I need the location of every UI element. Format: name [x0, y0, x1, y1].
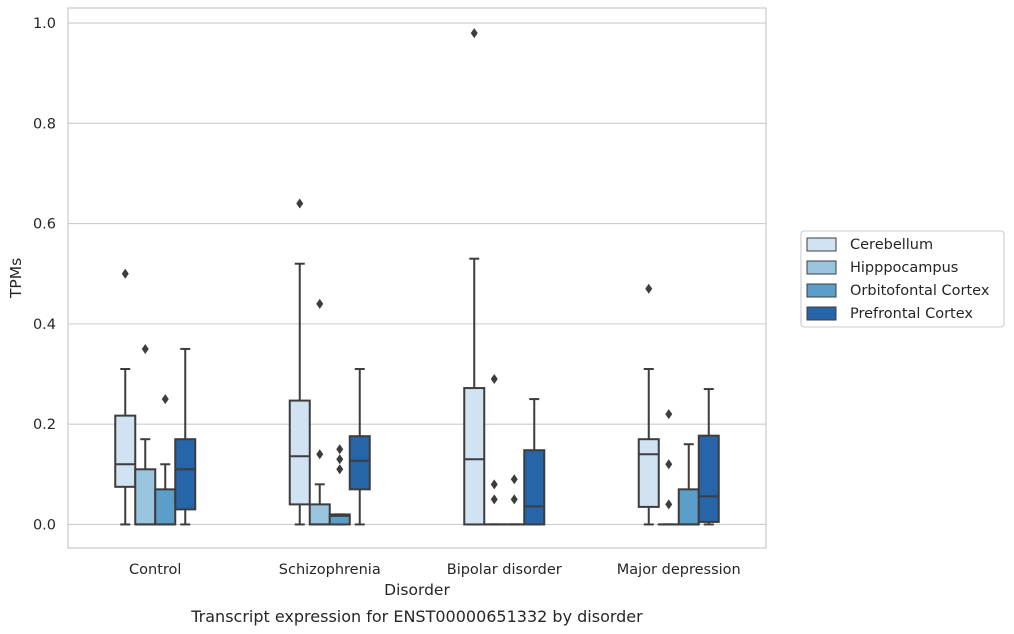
legend-swatch [806, 306, 837, 321]
grid-lines [68, 22, 766, 525]
box-hipppocampus [483, 374, 506, 526]
outlier-point [490, 494, 498, 505]
chart-title: Transcript expression for ENST0000065133… [190, 607, 643, 626]
box-body [308, 503, 331, 526]
x-tick-label: Schizophrenia [279, 562, 381, 578]
legend-label: Hipppocampus [850, 260, 958, 276]
outlier-point [141, 343, 149, 354]
legend: Cerebellum Hipppocampus Orbitofontal Corte… [800, 230, 1005, 328]
box-orbitofontal-cortex [154, 394, 177, 526]
legend-label: Orbitofontal Cortex [850, 283, 990, 299]
outlier-point [665, 459, 673, 470]
outlier-point [665, 409, 673, 420]
box-prefrontal-cortex [523, 398, 546, 526]
legend-swatch [806, 237, 837, 252]
x-axis-label: Disorder [384, 581, 450, 599]
box-prefrontal-cortex [348, 368, 371, 526]
outlier-point [296, 198, 304, 209]
box-orbitofontal-cortex [677, 443, 700, 526]
box-body [463, 387, 486, 526]
box-cerebellum [637, 283, 660, 526]
y-tick-label: 0.0 [33, 517, 56, 533]
y-tick-label: 1.0 [33, 16, 56, 32]
y-axis-ticks: 0.0 0.2 0.4 0.6 0.8 1.0 [33, 16, 56, 533]
box-body [174, 438, 197, 511]
outlier-point [470, 28, 478, 39]
outlier-point [161, 394, 169, 405]
outlier-point [316, 449, 324, 460]
outlier-point [665, 499, 673, 510]
box-body [677, 488, 700, 526]
box-cerebellum [463, 28, 486, 526]
box-hipppocampus [308, 298, 331, 526]
outlier-point [510, 474, 518, 485]
box-prefrontal-cortex [697, 388, 720, 526]
box-prefrontal-cortex [174, 347, 197, 526]
outlier-point [316, 298, 324, 309]
outlier-point [336, 454, 344, 465]
legend-label: Prefrontal Cortex [850, 306, 973, 322]
y-tick-label: 0.2 [33, 417, 56, 433]
outlier-point [336, 444, 344, 455]
box-orbitofontal-cortex [503, 474, 526, 526]
box-cerebellum [288, 198, 311, 526]
x-tick-label: Major depression [617, 562, 741, 578]
box-body [288, 399, 311, 506]
box-body [348, 435, 371, 491]
box-hipppocampus [657, 409, 680, 526]
box-body [637, 438, 660, 508]
box-body [114, 414, 137, 488]
box-body [328, 513, 351, 526]
plot-area [67, 7, 767, 549]
y-tick-label: 0.8 [33, 116, 56, 132]
legend-swatch [806, 283, 837, 298]
legend-frame [800, 230, 1005, 328]
box-cerebellum [114, 268, 137, 526]
outlier-point [490, 479, 498, 490]
box-orbitofontal-cortex [328, 444, 351, 526]
outlier-point [121, 268, 129, 279]
box-body [697, 434, 720, 523]
x-tick-label: Bipolar disorder [447, 562, 562, 578]
y-axis-label: TPMs [7, 258, 25, 299]
outlier-point [645, 283, 653, 294]
box-layer [114, 28, 720, 526]
x-tick-label: Control [129, 562, 181, 578]
box-body [134, 468, 157, 526]
outlier-point [490, 374, 498, 385]
y-tick-label: 0.6 [33, 217, 56, 233]
y-tick-label: 0.4 [33, 317, 56, 333]
box-body [523, 449, 546, 526]
x-axis-ticks: Control Schizophrenia Bipolar disorder Majo… [129, 562, 741, 578]
box-body [154, 488, 177, 526]
box-hipppocampus [134, 343, 157, 526]
outlier-point [510, 494, 518, 505]
legend-label: Cerebellum [850, 237, 933, 253]
legend-swatch [806, 260, 837, 275]
outlier-point [336, 464, 344, 475]
